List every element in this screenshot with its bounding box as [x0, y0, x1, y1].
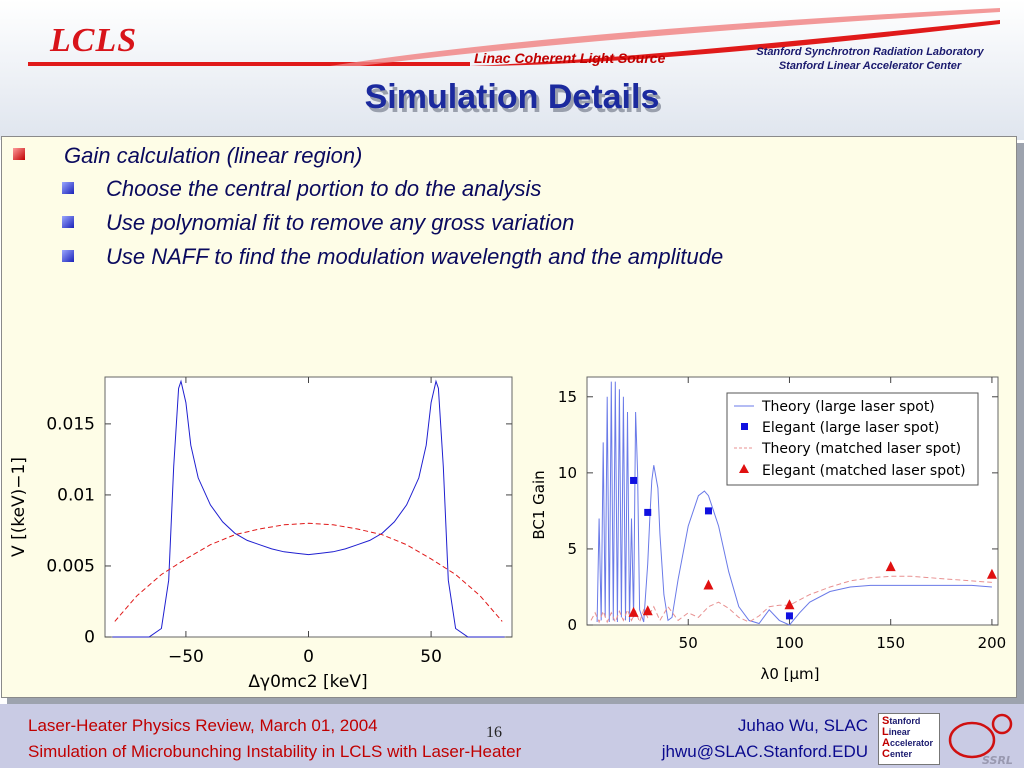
legend-label: Elegant (matched laser spot): [762, 463, 966, 479]
lcls-subtitle: Linac Coherent Light Source: [474, 50, 666, 66]
y-axis-label: BC1 Gain: [530, 470, 548, 539]
slac-logo: Stanford Linear Accelerator Center: [878, 713, 940, 765]
svg-text:SSRL: SSRL: [982, 754, 1013, 767]
data-point-triangle: [628, 606, 639, 617]
ssrl-logo: SSRL: [948, 713, 1013, 767]
series-line-2: [590, 575, 992, 624]
legend-swatch-elegant-large: [741, 423, 748, 430]
x-tick-label: −50: [168, 647, 204, 667]
lcls-logo: LCLS: [50, 22, 138, 59]
x-tick-label: 150: [876, 634, 905, 652]
series-line-0: [112, 379, 505, 638]
title-container: Simulation Details: [0, 78, 1024, 117]
legend-label: Elegant (large laser spot): [762, 420, 939, 436]
footer-author: Juhao Wu, SLAC: [737, 716, 868, 735]
x-axis-label: Δγ0mc2 [keV]: [248, 672, 367, 692]
data-point-square: [785, 612, 793, 620]
y-tick-label: 0.015: [46, 415, 95, 435]
header-background: [0, 0, 1024, 140]
y-tick-label: 10: [558, 464, 577, 482]
y-tick-label: 15: [558, 388, 577, 406]
data-point-triangle: [642, 605, 653, 616]
sub-bullet-square-icon: [62, 182, 74, 194]
sub-bullet-square-icon: [62, 216, 74, 228]
data-point-square: [630, 476, 638, 484]
sub-bullet-2: Use polynomial fit to remove any gross v…: [106, 210, 575, 235]
x-tick-label: 50: [679, 634, 698, 652]
legend-swatch-elegant-matched: [739, 464, 749, 473]
y-tick-label: 0.01: [57, 486, 95, 506]
x-axis-label: λ0 [μm]: [760, 665, 819, 683]
data-point-triangle: [784, 599, 795, 610]
page-number: 16: [486, 724, 502, 741]
data-point-triangle: [986, 568, 997, 579]
header-swoosh: [28, 8, 1000, 66]
slide-title: Simulation Details: [364, 78, 660, 116]
legend-box: [726, 392, 979, 486]
organization: Stanford Synchrotron Radiation Laborator…: [740, 45, 1000, 73]
data-point-square: [704, 507, 712, 515]
x-tick-label: 50: [420, 647, 442, 667]
legend-label: Theory (large laser spot): [761, 399, 935, 415]
series-line-0: [596, 381, 992, 626]
sub-bullet-1: Choose the central portion to do the ana…: [106, 176, 542, 201]
sub-bullet-3: Use NAFF to find the modulation waveleng…: [106, 244, 724, 269]
plot-frame: [104, 376, 513, 638]
y-axis-label: V [(keV)−1]: [9, 457, 29, 557]
footer-event: Laser-Heater Physics Review, March 01, 2…: [28, 716, 378, 735]
x-tick-label: 100: [775, 634, 804, 652]
x-tick-label: 200: [978, 634, 1007, 652]
footer-email: jhwu@SLAC.Stanford.EDU: [661, 742, 868, 761]
chart-energy-distribution: −50 0 50 0 0.005 0.01 0.015 V [(keV)−1] Δγ0mc2…: [9, 376, 513, 692]
bullet-main: Gain calculation (linear region): [64, 143, 363, 168]
org-line-2: Stanford Linear Accelerator Center: [778, 60, 962, 72]
bullet-square-icon: [13, 148, 25, 160]
footer-talk-title: Simulation of Microbunching Instability …: [28, 742, 522, 761]
y-tick-label: 0: [84, 628, 95, 648]
legend-label: Theory (matched laser spot): [761, 441, 961, 457]
data-point-triangle: [703, 579, 714, 590]
y-tick-label: 0.005: [46, 557, 95, 577]
legend: Theory (large laser spot) Elegant (large…: [726, 392, 979, 486]
chart-bc1-gain: 50 100 150 200 0 5 10 15 BC1 Gain λ0 [μm] Theor…: [530, 376, 1007, 683]
org-line-1: Stanford Synchrotron Radiation Laborator…: [756, 46, 984, 58]
footer-bar: [0, 704, 1024, 768]
sub-bullet-square-icon: [62, 250, 74, 262]
y-tick-label: 5: [567, 540, 577, 558]
y-tick-label: 0: [567, 616, 577, 634]
series-line-1: [114, 522, 503, 622]
data-point-triangle: [885, 561, 896, 572]
data-point-square: [644, 508, 652, 516]
x-tick-label: 0: [303, 647, 314, 667]
